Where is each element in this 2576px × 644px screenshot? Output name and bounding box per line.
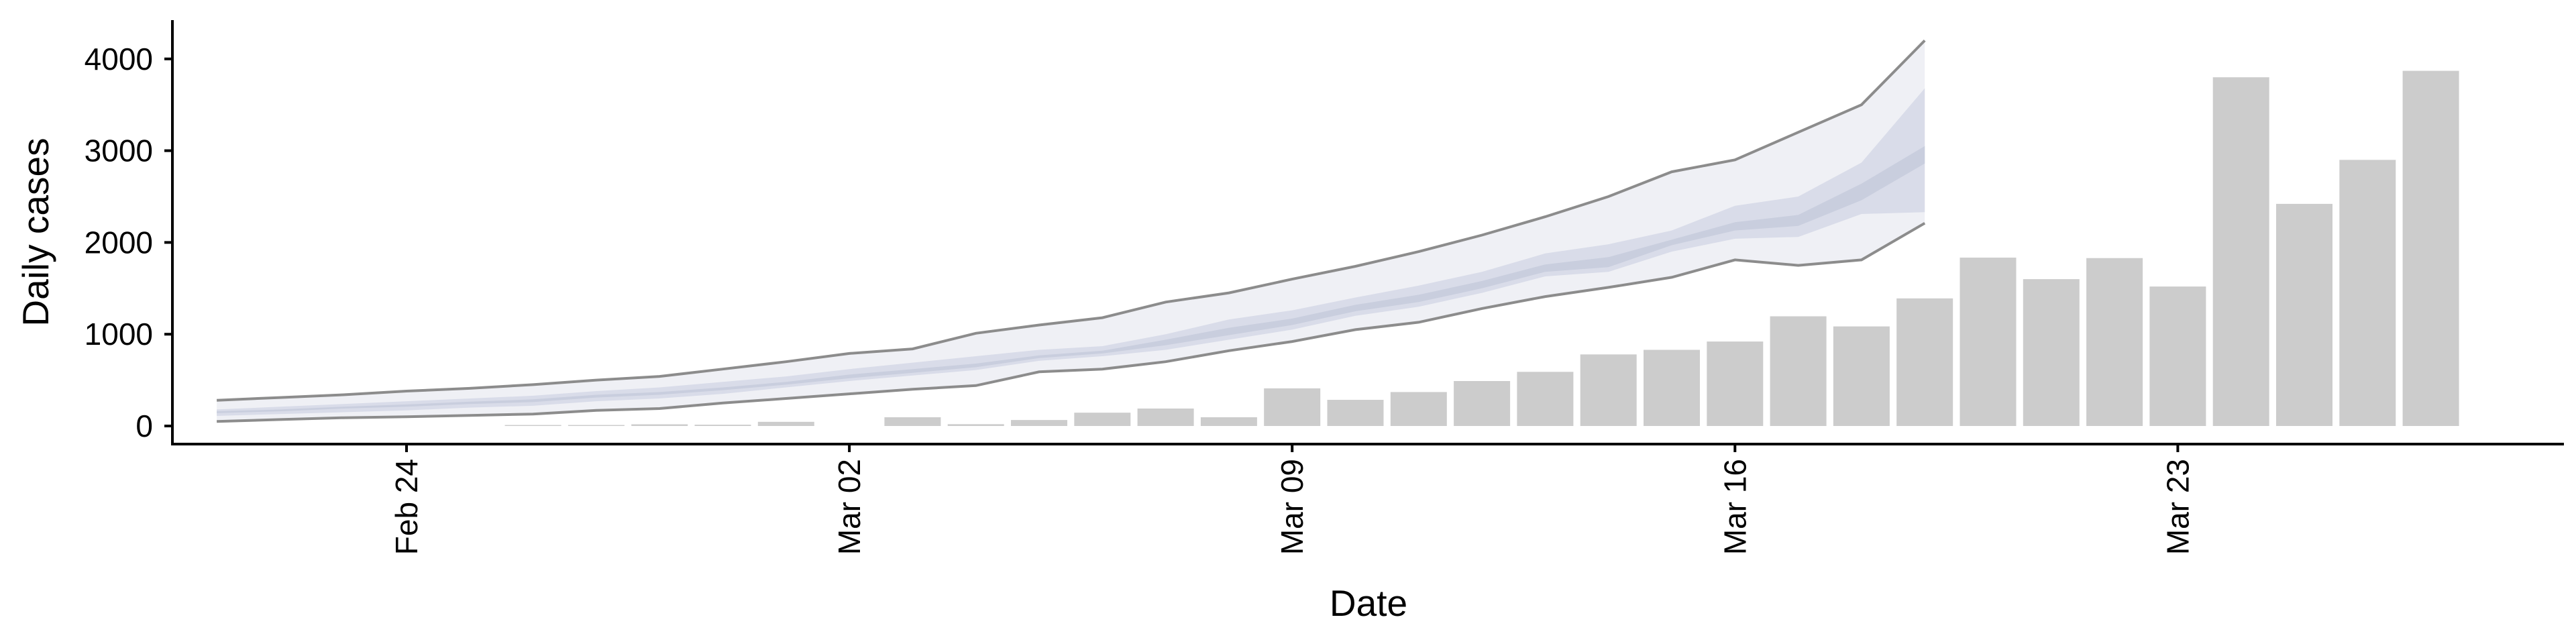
axes	[171, 20, 2564, 445]
case-bar	[1074, 413, 1131, 426]
case-bar	[2402, 70, 2459, 427]
outer-band-lower-line	[217, 221, 1926, 423]
inner-projection-band	[217, 88, 1925, 416]
case-bar	[1644, 350, 1700, 426]
case-bar	[1517, 372, 1574, 426]
case-bar	[1454, 381, 1511, 426]
outer-band-upper-line	[217, 39, 1926, 402]
x-tick-label: Mar 02	[832, 459, 867, 555]
case-bar	[2023, 279, 2080, 426]
case-bar	[1264, 388, 1321, 426]
y-tick-label: 2000	[85, 225, 153, 260]
y-tick-label: 4000	[85, 42, 153, 76]
case-bar	[2086, 258, 2143, 426]
case-bar	[504, 425, 561, 426]
case-bar	[1580, 354, 1637, 426]
projection-bands	[217, 39, 1926, 423]
case-bar	[1770, 316, 1827, 426]
case-bar	[1137, 409, 1194, 426]
case-bar	[2339, 160, 2396, 427]
case-bar	[2212, 77, 2269, 426]
case-bar	[1707, 341, 1764, 426]
case-bar	[1960, 258, 2017, 426]
x-axis-title: Date	[1330, 582, 1407, 624]
x-tick-label: Mar 23	[2160, 459, 2195, 555]
case-bar	[884, 417, 941, 426]
case-bar	[568, 425, 625, 426]
outer-projection-band	[217, 40, 1925, 422]
x-ticks: Feb 24 Mar 02 Mar 09 Mar 16 Mar 23	[389, 444, 2195, 555]
y-axis-title: Daily cases	[15, 138, 56, 326]
case-bar	[694, 425, 751, 426]
daily-case-bars	[504, 70, 2459, 427]
case-bar	[1390, 392, 1447, 426]
case-bar	[2276, 203, 2332, 426]
case-bar	[631, 424, 688, 426]
case-bar	[2149, 286, 2206, 426]
y-tick-label: 0	[136, 409, 153, 443]
y-ticks: 0 1000 2000 3000 4000	[85, 42, 172, 443]
y-tick-label: 1000	[85, 317, 153, 352]
x-tick-label: Feb 24	[389, 459, 424, 555]
y-tick-label: 3000	[85, 133, 153, 168]
case-bar	[1896, 298, 1953, 426]
case-bar	[947, 424, 1004, 426]
case-bar	[1200, 417, 1257, 426]
case-bar	[1011, 420, 1067, 426]
x-tick-label: Mar 16	[1717, 459, 1752, 555]
case-bar	[757, 421, 814, 426]
case-bar	[1327, 400, 1384, 426]
x-tick-label: Mar 09	[1275, 459, 1309, 555]
case-bar	[1833, 326, 1890, 426]
